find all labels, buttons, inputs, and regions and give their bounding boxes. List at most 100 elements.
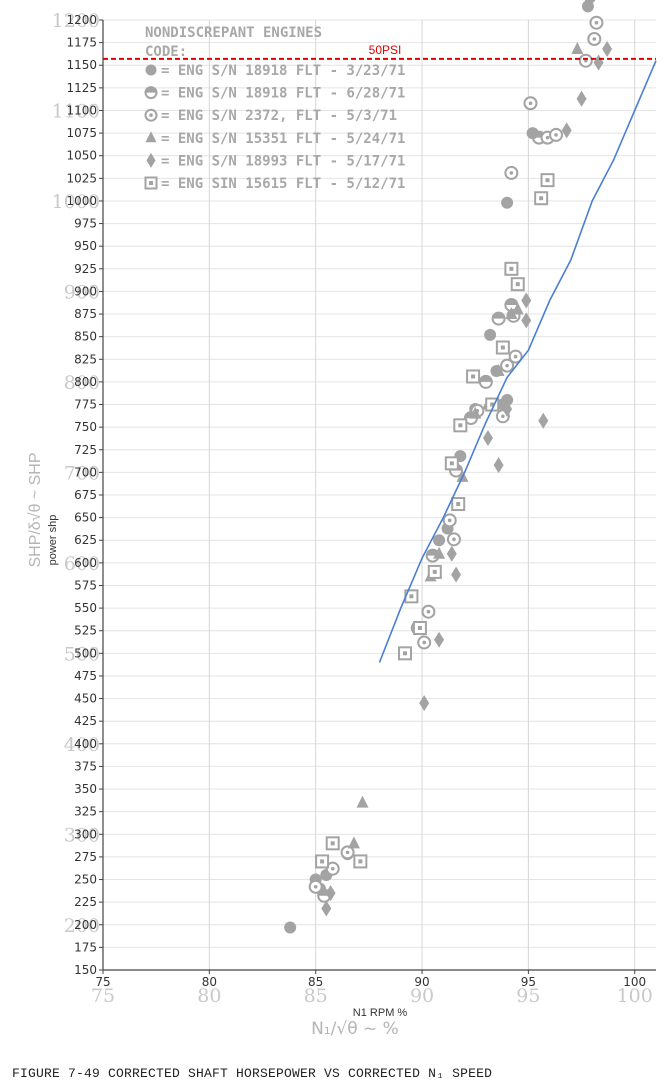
marker-diamond [419, 695, 430, 712]
y-tick-label: 975 [74, 217, 97, 231]
marker-circle [584, 0, 596, 4]
marker-circle-dot [340, 845, 355, 860]
marker-center [447, 518, 452, 523]
marker-fill [479, 375, 492, 382]
y-tick-label: 200 [74, 918, 97, 932]
y-tick-label: 325 [74, 805, 97, 819]
x-tick-label: 100 [623, 975, 646, 989]
scanned-y-tick-label: 1000 [52, 191, 100, 213]
y-tick-label: 1025 [66, 171, 97, 185]
marker-center [513, 354, 518, 359]
scanned-y-tick-label: 1100 [52, 100, 100, 122]
marker-triangle [571, 41, 584, 54]
marker-circle-dot [578, 53, 593, 68]
y-tick-label: 500 [74, 646, 97, 660]
marker-center [320, 859, 325, 864]
marker-circle [501, 394, 514, 406]
marker-triangle [511, 302, 524, 315]
marker-center [432, 569, 437, 574]
marker-circle [433, 534, 446, 547]
legend-subtitle: CODE: [145, 44, 187, 60]
legend: NONDISCREPANT ENGINES CODE: = ENG S/N 1891… [144, 25, 405, 192]
scanned-x-tick-label: 85 [304, 985, 328, 1007]
y-tick-label: 300 [74, 827, 97, 841]
tick-labels: 150 175 200 225 250 275 300 325 350 375 400 425 450 4… [66, 13, 646, 989]
y-tick-label: 575 [74, 578, 97, 592]
marker-center [501, 414, 505, 419]
x-tick-label: 90 [414, 975, 429, 989]
marker-center [500, 345, 505, 350]
marker-triangle [145, 131, 157, 143]
marker-square-dot [315, 854, 330, 869]
marker-circle-dot [421, 604, 436, 619]
marker-circle-dot [417, 635, 432, 650]
marker-triangle [492, 364, 505, 377]
y-tick-label: 250 [74, 873, 97, 887]
axes [99, 19, 656, 974]
marker-center [345, 850, 350, 855]
y-tick-label: 600 [74, 556, 97, 570]
scanned-x-tick-label: 80 [197, 985, 221, 1007]
marker-diamond [593, 54, 604, 71]
marker-diamond [321, 900, 332, 917]
scanned-y-tick-label: 900 [64, 281, 100, 303]
y-tick-label: 150 [74, 963, 97, 977]
marker-center [403, 651, 408, 656]
marker-square-dot [466, 369, 481, 384]
y-tick-label: 1175 [66, 36, 97, 50]
y-tick-label: 750 [74, 420, 97, 434]
marker-circle [145, 64, 157, 76]
marker-triangle [469, 406, 482, 419]
marker-square-dot [451, 497, 466, 512]
scanned-x-axis-label: N₁/√θ ~ % [311, 1019, 399, 1039]
marker-center [330, 866, 335, 871]
legend-entry: = ENG S/N 2372, FLT - 5/3/71 [161, 108, 397, 124]
y-tick-label: 1200 [66, 13, 97, 27]
marker-triangle [433, 546, 446, 559]
marker-circle-dot [325, 861, 340, 876]
data-points [284, 0, 613, 934]
y-tick-label: 550 [74, 601, 97, 615]
y-tick-label: 675 [74, 488, 97, 502]
marker-circle-dot [144, 108, 158, 122]
scanned-y-axis-label: SHP/δ√θ ~ SHP [27, 452, 44, 567]
y-tick-label: 650 [74, 511, 97, 525]
marker-center [456, 502, 461, 507]
marker-circle [484, 328, 497, 341]
marker-diamond [602, 40, 613, 57]
marker-diamond [434, 631, 445, 648]
marker-diamond [561, 122, 572, 139]
marker-square-dot [398, 646, 413, 661]
scanned-y-tick-label: 400 [64, 734, 100, 756]
legend-entry: = ENG S/N 18918 FLT - 6/28/71 [161, 86, 405, 102]
marker-square-dot [325, 836, 340, 851]
marker-half-circle [491, 311, 506, 326]
marker-center [490, 402, 495, 407]
marker-circle [501, 196, 514, 209]
marker-square-dot [534, 191, 549, 206]
marker-diamond [521, 312, 532, 329]
marker-half-circle [144, 86, 158, 100]
marker-center [528, 101, 533, 106]
reference-line: 50PSI [103, 43, 656, 60]
y-tick-label: 625 [74, 533, 97, 547]
scanned-x-tick-label: 100 [617, 985, 653, 1007]
marker-diamond [502, 401, 513, 418]
marker-center [458, 423, 463, 428]
marker-center [554, 133, 558, 137]
marker-center [449, 461, 454, 466]
scanned-tick-labels: 200 300 400 500 600 700 800 900 1000 1100 1200 75 80… [52, 10, 653, 1007]
y-tick-label: 400 [74, 737, 97, 751]
marker-center [313, 884, 318, 889]
marker-center [409, 594, 414, 599]
scanned-y-tick-label: 1200 [52, 10, 100, 32]
y-tick-label: 1100 [66, 103, 97, 117]
y-tick-label: 1075 [66, 126, 97, 140]
marker-center [417, 626, 422, 630]
y-tick-label: 525 [74, 624, 97, 638]
y-tick-label: 1125 [66, 81, 97, 95]
marker-diamond [521, 292, 532, 309]
scanned-y-tick-label: 300 [64, 824, 100, 846]
marker-center [426, 609, 431, 614]
y-tick-label: 850 [74, 330, 97, 344]
